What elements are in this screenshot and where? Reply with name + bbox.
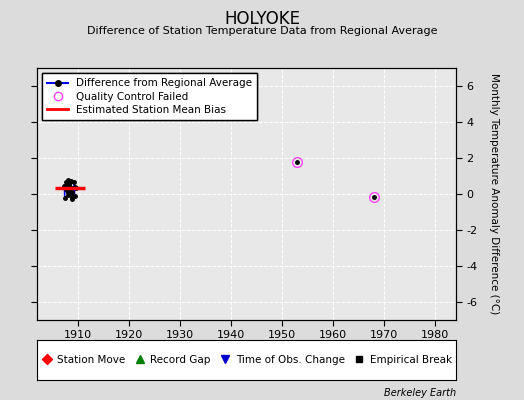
Text: Berkeley Earth: Berkeley Earth bbox=[384, 388, 456, 398]
Text: Difference of Station Temperature Data from Regional Average: Difference of Station Temperature Data f… bbox=[87, 26, 437, 36]
Y-axis label: Monthly Temperature Anomaly Difference (°C): Monthly Temperature Anomaly Difference (… bbox=[488, 73, 498, 315]
Text: HOLYOKE: HOLYOKE bbox=[224, 10, 300, 28]
Legend: Station Move, Record Gap, Time of Obs. Change, Empirical Break: Station Move, Record Gap, Time of Obs. C… bbox=[38, 353, 454, 367]
Legend: Difference from Regional Average, Quality Control Failed, Estimated Station Mean: Difference from Regional Average, Qualit… bbox=[42, 73, 257, 120]
